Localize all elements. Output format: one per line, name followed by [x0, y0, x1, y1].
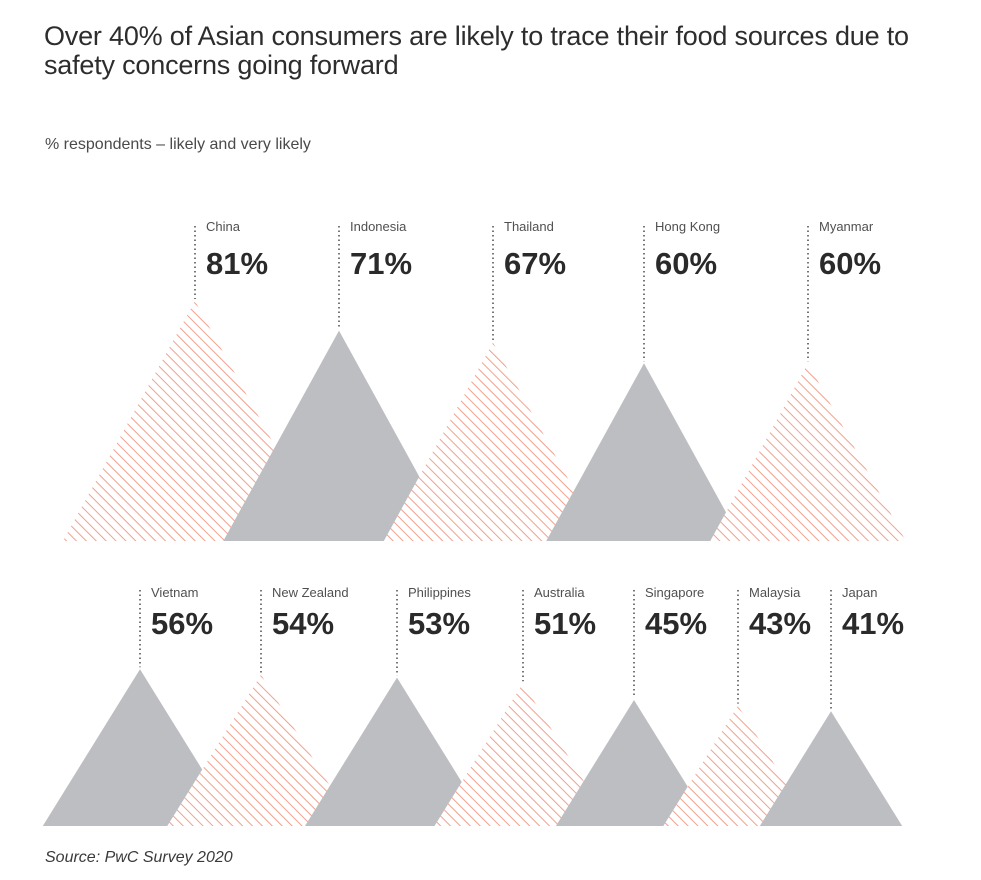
- chart-subtitle: % respondents – likely and very likely: [45, 136, 311, 153]
- country-label-hong-kong: Hong Kong: [655, 219, 720, 234]
- value-label-singapore: 45%: [645, 606, 707, 641]
- country-label-china: China: [206, 219, 241, 234]
- country-label-new-zealand: New Zealand: [272, 585, 349, 600]
- country-label-malaysia: Malaysia: [749, 585, 801, 600]
- country-label-myanmar: Myanmar: [819, 219, 874, 234]
- triangles-layer: [42, 300, 906, 826]
- triangle-singapore: [555, 700, 713, 826]
- country-label-philippines: Philippines: [408, 585, 471, 600]
- value-label-philippines: 53%: [408, 606, 470, 641]
- country-label-japan: Japan: [842, 585, 877, 600]
- triangle-myanmar: [710, 363, 906, 541]
- value-label-indonesia: 71%: [350, 246, 412, 281]
- country-label-thailand: Thailand: [504, 219, 554, 234]
- value-label-australia: 51%: [534, 606, 596, 641]
- source-note: Source: PwC Survey 2020: [45, 849, 233, 866]
- labels-layer: China 81% Indonesia 71% Thailand 67% Hong Kong…: [151, 219, 904, 641]
- country-label-singapore: Singapore: [645, 585, 704, 600]
- triangle-australia: [434, 683, 612, 826]
- triangle-thailand: [383, 342, 603, 541]
- triangle-vietnam: [42, 669, 238, 826]
- triangle-japan: [759, 711, 903, 826]
- chart-title: Over 40% of Asian consumers are likely t…: [44, 21, 909, 80]
- triangle-hong-kong: [546, 363, 742, 541]
- triangle-malaysia: [663, 705, 813, 826]
- value-label-china: 81%: [206, 246, 268, 281]
- country-label-vietnam: Vietnam: [151, 585, 198, 600]
- value-label-hong-kong: 60%: [655, 246, 717, 281]
- country-label-australia: Australia: [534, 585, 585, 600]
- value-label-japan: 41%: [842, 606, 904, 641]
- country-label-indonesia: Indonesia: [350, 219, 407, 234]
- value-label-myanmar: 60%: [819, 246, 881, 281]
- triangle-philippines: [304, 677, 490, 826]
- value-label-thailand: 67%: [504, 246, 566, 281]
- value-label-malaysia: 43%: [749, 606, 811, 641]
- value-label-vietnam: 56%: [151, 606, 213, 641]
- triangle-new-zealand: [167, 674, 355, 826]
- triangle-indonesia: [223, 330, 455, 541]
- value-label-new-zealand: 54%: [272, 606, 334, 641]
- leader-lines-layer: [139, 226, 832, 710]
